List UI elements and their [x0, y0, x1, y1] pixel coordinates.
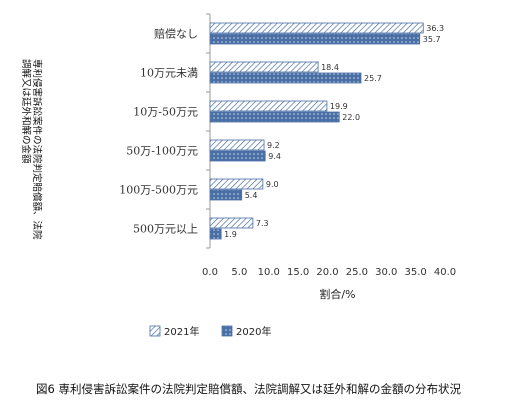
data-label: 5.4: [245, 191, 258, 200]
data-label: 9.0: [266, 180, 279, 189]
y-axis-label-line-2: 調解又は廷外和解の金額: [20, 59, 31, 164]
bar-2021: [209, 22, 424, 34]
plot-area: 赔偿なし 36.3 35.7 10万元未満 18.4 25.7 10万-50万元 19.9 22…: [119, 13, 456, 301]
x-tick-label: 5.0: [231, 267, 247, 278]
legend-swatch-2020: [221, 325, 233, 337]
data-label: 7.3: [256, 219, 269, 228]
x-tick-label: 25.0: [346, 267, 368, 278]
x-tick-label: 20.0: [316, 267, 338, 278]
x-tick-label: 40.0: [434, 267, 456, 278]
bar-2020: [209, 228, 222, 240]
data-label: 35.7: [423, 35, 441, 44]
data-label: 1.9: [224, 230, 237, 239]
x-tick-label: 35.0: [404, 267, 426, 278]
data-label: 25.7: [364, 74, 382, 83]
bar-2021: [209, 178, 264, 190]
x-tick-label: 15.0: [287, 267, 309, 278]
legend-swatch-2021: [149, 325, 161, 337]
category-label: 10万元未満: [140, 67, 198, 80]
category-label: 50万-100万元: [126, 145, 198, 158]
category-label: 100万-500万元: [119, 184, 198, 197]
legend-entry: 2021年: [164, 325, 199, 338]
category-label: 10万-50万元: [133, 106, 198, 119]
x-tick-label: 0.0: [202, 267, 218, 278]
legend-entry: 2020年: [236, 325, 271, 338]
data-label: 36.3: [426, 24, 444, 33]
bar-2020: [209, 33, 421, 45]
bar-2020: [209, 72, 362, 84]
data-label: 18.4: [321, 63, 339, 72]
data-label: 9.2: [267, 141, 280, 150]
x-tick-label: 30.0: [375, 267, 397, 278]
category-label: 赔偿なし: [154, 27, 198, 41]
category-label: 500万元以上: [133, 223, 198, 236]
bar-2021: [209, 139, 265, 151]
data-label: 9.4: [268, 152, 281, 161]
figure-caption: 図6 専利侵害訴訟案件の法院判定賠償額、法院調解又は廷外和解の金額の分布状況: [36, 382, 461, 396]
bar-2021: [209, 217, 254, 229]
data-label: 22.0: [342, 113, 360, 122]
bar-2021: [209, 61, 319, 73]
bar-2020: [209, 111, 340, 123]
x-tick-label: 10.0: [258, 267, 280, 278]
y-axis-label-line-1: 専利侵害訴訟案件の法院判定賠償額、法院: [31, 59, 42, 240]
data-label: 19.9: [330, 102, 348, 111]
x-axis-label: 割合/%: [319, 287, 355, 301]
legend: 2021年 2020年: [149, 325, 271, 338]
bar-2020: [209, 189, 243, 201]
bar-2021: [209, 100, 328, 112]
bar-2020: [209, 150, 266, 162]
